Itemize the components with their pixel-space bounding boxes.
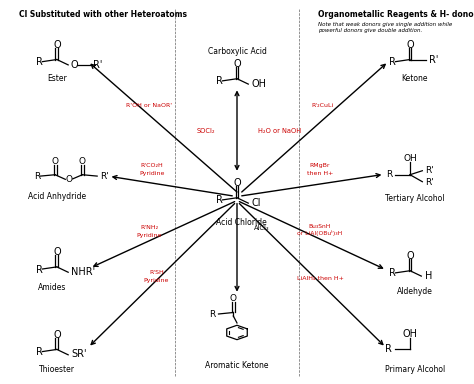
Text: R': R' [429, 55, 438, 65]
Text: Pyridine: Pyridine [137, 232, 162, 238]
Text: O: O [52, 157, 59, 166]
Text: Amides: Amides [38, 283, 66, 292]
Text: Note that weak donors give single addition while
powerful donors give double add: Note that weak donors give single additi… [318, 22, 452, 33]
Text: O: O [71, 60, 78, 70]
Text: R'NH₂: R'NH₂ [140, 225, 158, 230]
Text: H: H [425, 271, 432, 281]
Text: OH: OH [402, 329, 418, 339]
Text: OH: OH [252, 79, 266, 89]
Text: Pyridine: Pyridine [144, 278, 169, 283]
Text: R: R [209, 310, 215, 319]
Text: O: O [406, 251, 414, 261]
Text: R: R [389, 57, 395, 67]
Text: R: R [34, 172, 40, 181]
Text: O: O [53, 40, 61, 50]
Text: Primary Alcohol: Primary Alcohol [384, 365, 445, 374]
Text: Ester: Ester [47, 74, 67, 83]
Text: O: O [53, 247, 61, 257]
Text: R: R [385, 344, 392, 354]
Text: Acid Anhydride: Acid Anhydride [28, 192, 86, 201]
Text: Ketone: Ketone [401, 74, 428, 83]
Text: R: R [216, 76, 222, 86]
Text: R'CO₂H: R'CO₂H [140, 163, 163, 169]
Text: Cl: Cl [252, 198, 261, 208]
Text: R': R' [425, 178, 434, 187]
Text: Thioester: Thioester [39, 365, 75, 374]
Text: R': R' [100, 172, 109, 181]
Text: R: R [216, 195, 222, 205]
Text: Organometallic Reagents & H- donors: Organometallic Reagents & H- donors [318, 10, 474, 18]
Text: SR': SR' [72, 349, 87, 359]
Text: or LiAl(OBuᵗ)₃H: or LiAl(OBuᵗ)₃H [297, 230, 343, 236]
Text: Carboxylic Acid: Carboxylic Acid [208, 47, 266, 56]
Text: O: O [230, 294, 237, 303]
Text: Pyridine: Pyridine [139, 171, 164, 176]
Text: O: O [53, 330, 61, 340]
Text: R'₂CuLi: R'₂CuLi [311, 103, 333, 108]
Text: O: O [233, 59, 241, 69]
Text: Tertiary Alcohol: Tertiary Alcohol [385, 194, 445, 203]
Text: Aromatic Ketone: Aromatic Ketone [205, 361, 269, 370]
Text: RMgBr: RMgBr [310, 163, 330, 169]
Text: R': R' [425, 166, 434, 175]
Text: R: R [36, 347, 42, 357]
Text: R'SH: R'SH [149, 270, 164, 275]
Text: O: O [65, 175, 72, 184]
Text: Cl Substituted with other Heteroatoms: Cl Substituted with other Heteroatoms [19, 10, 187, 18]
Text: LiAlH₄ then H+: LiAlH₄ then H+ [297, 276, 343, 281]
Text: O: O [233, 178, 241, 188]
Text: R: R [389, 268, 395, 278]
Text: Acid Chloride: Acid Chloride [216, 218, 267, 227]
Text: Bu₃SnH: Bu₃SnH [309, 224, 331, 229]
Text: R'OH or NaOR': R'OH or NaOR' [126, 103, 173, 108]
Text: R': R' [93, 60, 102, 70]
Text: R: R [386, 170, 392, 179]
Text: Aldehyde: Aldehyde [397, 286, 433, 296]
Text: H₂O or NaOH: H₂O or NaOH [258, 127, 301, 134]
Text: R: R [36, 265, 42, 275]
Text: AlCl₃: AlCl₃ [254, 225, 269, 232]
Text: O: O [79, 157, 86, 166]
Text: R: R [36, 57, 42, 67]
Text: NHR': NHR' [72, 267, 96, 277]
Text: O: O [406, 40, 414, 50]
Text: OH: OH [403, 154, 417, 163]
Text: then H+: then H+ [307, 171, 333, 176]
Text: SOCl₂: SOCl₂ [197, 127, 216, 134]
